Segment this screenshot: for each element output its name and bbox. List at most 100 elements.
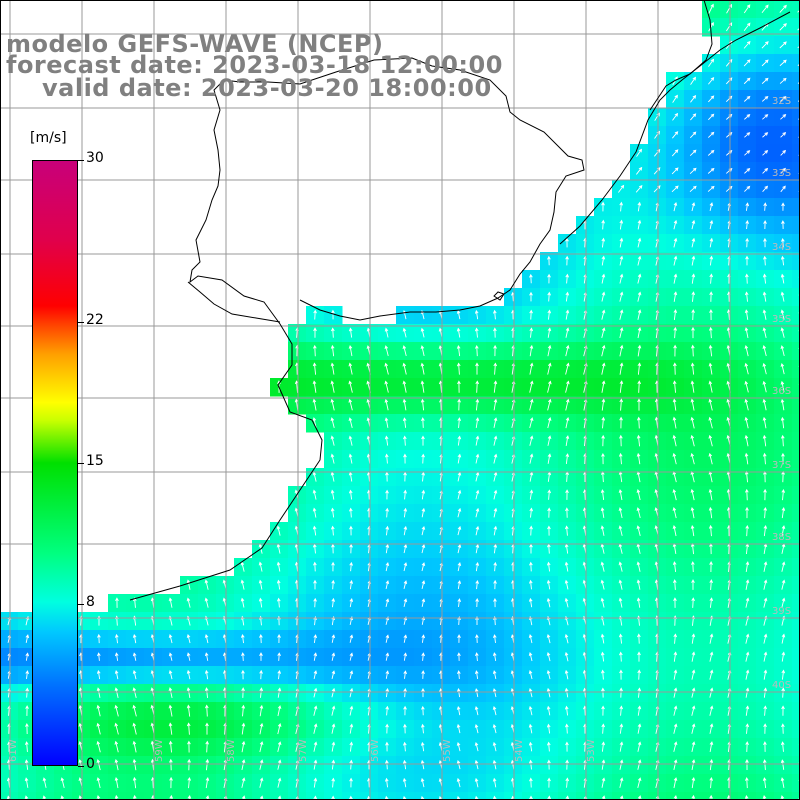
wind-arrow bbox=[564, 597, 569, 608]
wind-arrow bbox=[421, 598, 426, 607]
wind-arrow bbox=[259, 633, 263, 644]
wind-arrow bbox=[204, 687, 209, 699]
map-title-valid-date: valid date: 2023-03-20 18:00:00 bbox=[42, 74, 492, 102]
wind-speed-cell bbox=[108, 792, 127, 800]
wind-arrow bbox=[637, 633, 641, 644]
wind-arrow bbox=[456, 327, 461, 338]
wind-arrow bbox=[762, 434, 767, 447]
wind-arrow bbox=[132, 633, 137, 644]
wind-arrow bbox=[204, 579, 209, 590]
wind-arrow bbox=[438, 795, 443, 800]
colorbar-tick-mark bbox=[78, 463, 84, 464]
wind-arrow bbox=[601, 237, 606, 248]
wind-arrow bbox=[492, 795, 497, 800]
wind-arrow bbox=[385, 741, 389, 752]
wind-speed-cell bbox=[792, 0, 800, 19]
wind-arrow bbox=[168, 634, 173, 644]
wind-arrow bbox=[708, 524, 713, 537]
wind-arrow bbox=[384, 398, 389, 411]
wind-arrow bbox=[726, 327, 731, 339]
wind-arrow bbox=[475, 362, 479, 375]
wind-arrow bbox=[259, 722, 264, 735]
wind-speed-cell bbox=[792, 576, 800, 595]
wind-arrow bbox=[528, 579, 533, 590]
wind-arrow bbox=[745, 579, 750, 590]
wind-arrow bbox=[331, 543, 335, 554]
wind-arrow bbox=[619, 237, 624, 248]
wind-arrow bbox=[528, 597, 533, 608]
longitude-labels: 61W 59W 58W 57W 56W 55W 54W 53W bbox=[8, 739, 597, 762]
wind-arrow bbox=[421, 687, 425, 698]
wind-arrow bbox=[635, 184, 643, 193]
wind-arrow bbox=[132, 687, 137, 698]
wind-arrow bbox=[763, 220, 767, 229]
longitude-label: 57W bbox=[298, 739, 309, 762]
wind-arrow bbox=[457, 435, 462, 446]
wind-arrow bbox=[673, 633, 678, 644]
wind-arrow bbox=[384, 453, 389, 464]
wind-arrow bbox=[277, 795, 282, 800]
wind-arrow bbox=[601, 705, 605, 716]
wind-arrow bbox=[475, 525, 480, 536]
wind-arrow bbox=[547, 777, 551, 788]
wind-arrow bbox=[492, 777, 497, 788]
wind-arrow bbox=[763, 669, 768, 680]
latitude-label: 35S bbox=[772, 314, 791, 325]
wind-arrow bbox=[457, 453, 462, 464]
wind-arrow bbox=[619, 344, 624, 357]
wind-arrow bbox=[529, 489, 534, 500]
wind-arrow bbox=[708, 95, 715, 103]
wind-arrow bbox=[619, 291, 624, 302]
wind-arrow bbox=[547, 291, 551, 302]
wind-arrow bbox=[745, 741, 749, 752]
wind-arrow bbox=[673, 273, 678, 284]
wind-arrow bbox=[349, 687, 354, 698]
wind-arrow bbox=[276, 579, 281, 590]
wind-arrow bbox=[259, 777, 264, 788]
wind-arrow bbox=[241, 795, 246, 800]
wind-arrow bbox=[709, 759, 714, 771]
wind-arrow bbox=[672, 398, 677, 411]
wind-arrow bbox=[259, 795, 264, 800]
wind-arrow bbox=[797, 9, 800, 13]
wind-arrow bbox=[241, 759, 246, 771]
longitude-label: 55W bbox=[442, 739, 453, 762]
wind-arrow bbox=[528, 741, 533, 752]
wind-arrow bbox=[474, 723, 479, 734]
wind-arrow bbox=[673, 344, 677, 357]
wind-arrow bbox=[24, 795, 29, 800]
wind-arrow bbox=[277, 669, 282, 680]
wind-arrow bbox=[547, 380, 552, 393]
wind-arrow bbox=[601, 327, 606, 338]
wind-arrow bbox=[384, 380, 389, 393]
wind-arrow bbox=[457, 580, 462, 590]
wind-arrow bbox=[493, 597, 497, 608]
wind-arrow bbox=[528, 634, 533, 644]
wind-speed-cell bbox=[792, 162, 800, 181]
wind-arrow bbox=[475, 579, 480, 590]
coastline-east-path bbox=[559, 11, 791, 245]
wind-arrow bbox=[743, 77, 751, 85]
wind-arrow bbox=[781, 237, 785, 248]
wind-arrow bbox=[637, 309, 642, 320]
wind-speed-cell bbox=[792, 756, 800, 775]
wind-arrow bbox=[205, 795, 210, 800]
wind-arrow bbox=[672, 416, 677, 429]
wind-arrow bbox=[709, 794, 713, 800]
wind-arrow bbox=[313, 344, 317, 357]
wind-arrow bbox=[619, 759, 624, 770]
map-title-forecast-date: forecast date: 2023-03-18 12:00:00 bbox=[6, 51, 503, 79]
wind-speed-cell bbox=[792, 108, 800, 127]
wind-arrow bbox=[420, 398, 425, 411]
wind-arrow bbox=[331, 652, 336, 661]
wind-arrow bbox=[600, 579, 605, 590]
wind-arrow bbox=[745, 669, 750, 680]
wind-arrow bbox=[600, 489, 605, 501]
wind-arrow bbox=[313, 687, 318, 698]
wind-arrow bbox=[780, 273, 785, 284]
wind-arrow bbox=[780, 185, 786, 193]
wind-arrow bbox=[403, 543, 408, 554]
wind-arrow bbox=[132, 704, 137, 717]
wind-arrow bbox=[691, 633, 696, 644]
wind-arrow bbox=[114, 794, 119, 800]
